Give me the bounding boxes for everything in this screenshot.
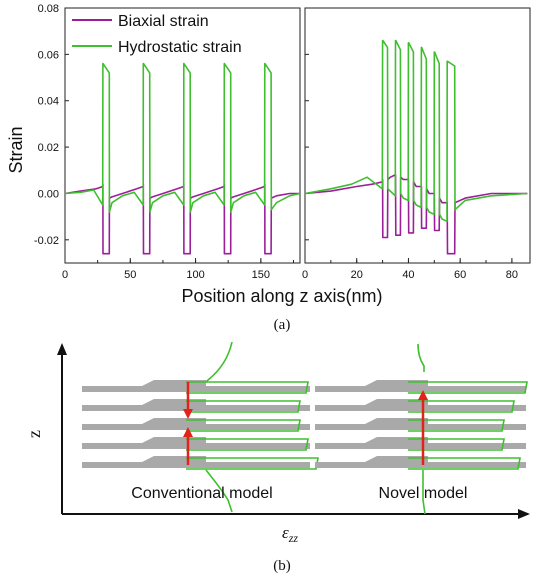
y-tick-labels: 0.08 0.06 0.04 0.02 0.00 -0.02 xyxy=(34,3,59,247)
y-tick-label: 0.08 xyxy=(38,3,59,15)
strain-box-outline xyxy=(186,381,309,394)
quantum-well-layer xyxy=(365,380,428,392)
strain-chart: 0.08 0.06 0.04 0.02 0.00 -0.02 0 50 100 150 0 20 4… xyxy=(6,3,531,333)
series-line-hydrostatic-right xyxy=(304,39,528,223)
quantum-well-layer xyxy=(365,418,428,430)
x-tick-label: 40 xyxy=(402,269,414,281)
x-tick-labels-left: 0 50 100 150 xyxy=(62,269,270,281)
right-plot-frame xyxy=(304,7,531,264)
series-layer xyxy=(64,39,528,255)
novel-model-label: Novel model xyxy=(379,485,468,502)
quantum-well-layer xyxy=(142,399,206,411)
caption-a: (a) xyxy=(274,317,291,333)
ezz-subscript: zz xyxy=(288,531,299,545)
y-tick-label: 0.00 xyxy=(38,188,59,200)
x-tick-label: 0 xyxy=(302,269,308,281)
y-tick-label: 0.04 xyxy=(38,96,59,108)
y-tick-label: 0.06 xyxy=(38,49,59,61)
y-tick-label: 0.02 xyxy=(38,142,59,154)
left-plot-frame xyxy=(64,7,301,264)
strain-profile-curves xyxy=(183,341,428,515)
quantum-well-layer xyxy=(142,380,206,392)
strain-box-outline xyxy=(186,400,301,413)
diagram-ezz-label: εzz xyxy=(282,523,298,545)
diagram-z-label: z xyxy=(24,430,44,438)
strain-box-outline xyxy=(408,400,515,413)
x-tick-label: 60 xyxy=(454,269,466,281)
novel-model-layers xyxy=(315,380,528,470)
model-diagram: z εzz Conventional model Novel model (b) xyxy=(24,341,530,574)
x-tick-label: 100 xyxy=(186,269,204,281)
x-axis-label: Position along z axis(nm) xyxy=(181,286,382,306)
quantum-well-layer xyxy=(365,456,428,468)
caption-b: (b) xyxy=(273,558,291,574)
strain-curve-conventional xyxy=(205,341,233,513)
series-line-hydrostatic-left xyxy=(64,62,301,213)
x-tick-labels-right: 0 20 40 60 80 xyxy=(302,269,518,281)
y-tick-label: -0.02 xyxy=(34,235,59,247)
x-tick-label: 0 xyxy=(62,269,68,281)
legend-label-hydrostatic: Hydrostatic strain xyxy=(118,39,242,56)
conventional-model-layers xyxy=(82,380,319,470)
quantum-well-layer xyxy=(142,437,206,449)
strain-box-outline xyxy=(186,438,309,451)
strain-curve-novel xyxy=(417,343,426,515)
legend-label-biaxial: Biaxial strain xyxy=(118,13,209,30)
strain-box-outline xyxy=(408,419,505,432)
strain-box-outline xyxy=(186,419,301,432)
x-tick-label: 80 xyxy=(506,269,518,281)
y-axis-label: Strain xyxy=(6,126,26,173)
legend: Biaxial strain Hydrostatic strain xyxy=(72,13,242,56)
quantum-well-layer xyxy=(365,437,428,449)
x-tick-label: 50 xyxy=(124,269,136,281)
quantum-well-layer xyxy=(365,399,428,411)
quantum-well-layer xyxy=(142,456,206,468)
x-tick-label: 150 xyxy=(252,269,270,281)
strain-box-outline xyxy=(408,438,505,451)
strain-box-outline xyxy=(408,457,521,470)
strain-box-outline xyxy=(408,381,528,394)
x-tick-label: 20 xyxy=(351,269,363,281)
ezz-symbol: ε xyxy=(282,523,289,542)
conventional-model-label: Conventional model xyxy=(131,485,272,502)
